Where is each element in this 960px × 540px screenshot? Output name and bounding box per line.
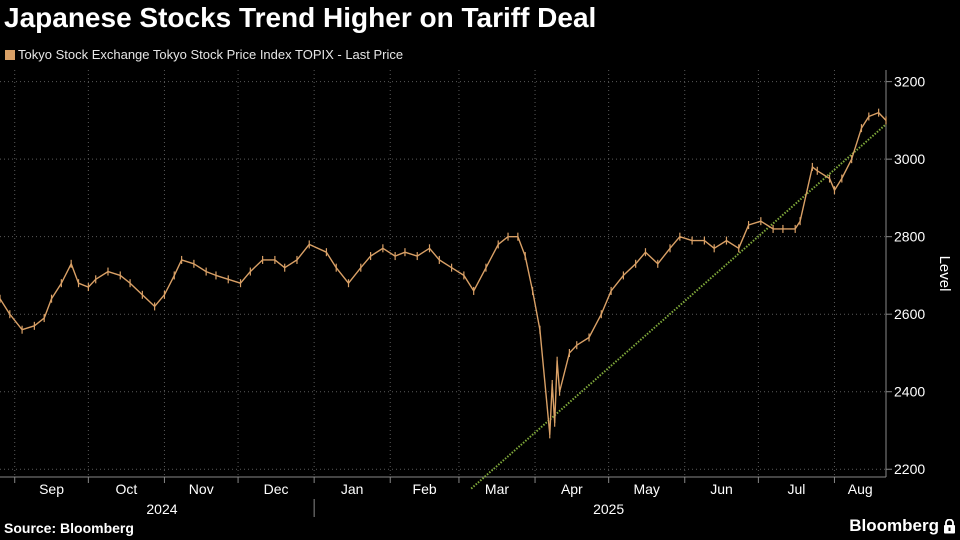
month-tick-label: Feb [413, 481, 437, 497]
month-tick-label: Jun [710, 481, 733, 497]
level-tick-label: 2600 [894, 306, 925, 322]
level-tick-label: 3000 [894, 151, 925, 167]
bloomberg-brand: Bloomberg [849, 516, 956, 536]
year-label: 2024 [146, 501, 177, 517]
price-series [0, 108, 887, 439]
legend-label: Tokyo Stock Exchange Tokyo Stock Price I… [18, 47, 404, 62]
month-tick-label: May [633, 481, 659, 497]
trendline [470, 123, 887, 490]
legend-swatch [5, 49, 15, 60]
level-tick-label: 2200 [894, 461, 925, 477]
trendline-group [470, 123, 887, 490]
chart-title: Japanese Stocks Trend Higher on Tariff D… [4, 2, 597, 33]
legend: Tokyo Stock Exchange Tokyo Stock Price I… [5, 47, 403, 62]
month-tick-label: Mar [485, 481, 509, 497]
month-tick-label: Nov [189, 481, 214, 497]
month-tick-label: Jan [341, 481, 364, 497]
level-tick-label: 2400 [894, 384, 925, 400]
lock-icon [944, 518, 955, 533]
year-label: 2025 [593, 501, 624, 517]
axis-labels: Sep Oct Nov Dec Jan Feb Mar Apr May Jun Jul Aug 2200… [39, 74, 953, 517]
axes [0, 70, 892, 517]
level-tick-label: 3200 [894, 74, 925, 90]
gridlines [0, 70, 886, 477]
month-tick-label: Aug [848, 481, 873, 497]
month-tick-label: Sep [39, 481, 64, 497]
level-tick-label: 2800 [894, 229, 925, 245]
source-note: Source: Bloomberg [4, 520, 134, 536]
month-tick-label: Jul [787, 481, 805, 497]
y-axis-title: Level [936, 256, 953, 292]
month-tick-label: Apr [561, 481, 583, 497]
price-line [0, 111, 887, 436]
month-tick-label: Dec [264, 481, 289, 497]
brand-name: Bloomberg [849, 516, 939, 535]
month-tick-label: Oct [116, 481, 138, 497]
